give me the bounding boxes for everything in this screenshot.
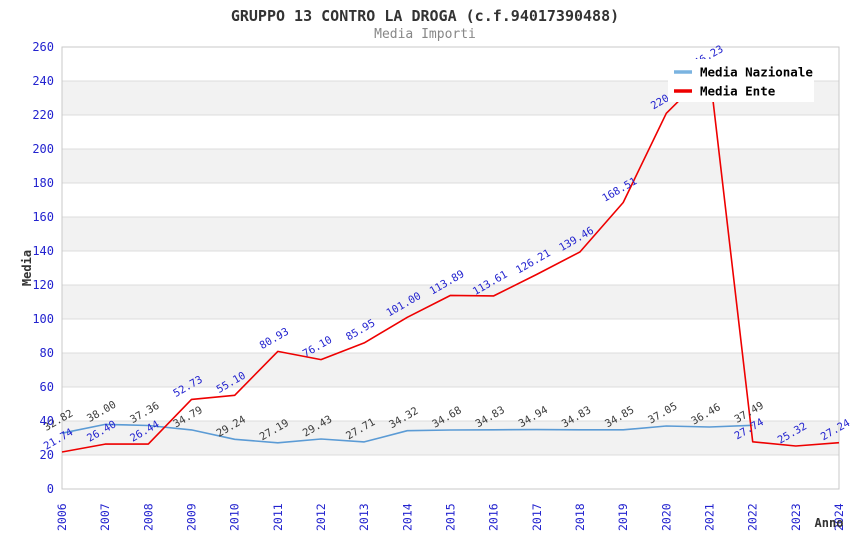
plot-band xyxy=(62,115,839,149)
chart-title: GRUPPO 13 CONTRO LA DROGA (c.f.940173904… xyxy=(230,7,620,25)
x-tick-label: 2017 xyxy=(530,503,544,531)
x-tick-label: 2006 xyxy=(55,503,69,531)
y-tick-label: 40 xyxy=(40,414,54,428)
y-tick-label: 60 xyxy=(40,380,54,394)
plot-band xyxy=(62,387,839,421)
legend-label-media-ente: Media Ente xyxy=(700,84,776,99)
y-tick-label: 20 xyxy=(40,448,54,462)
y-tick-label: 80 xyxy=(40,346,54,360)
plot-band xyxy=(62,285,839,319)
y-tick-label: 200 xyxy=(32,142,54,156)
x-tick-label: 2011 xyxy=(271,503,285,531)
x-tick-label: 2010 xyxy=(228,503,242,531)
media-nazionale-line xyxy=(61,423,753,444)
x-tick-label: 2020 xyxy=(659,503,673,531)
chart-subtitle: Media Importi xyxy=(374,27,476,42)
x-tick-label: 2019 xyxy=(616,503,630,531)
x-tick-label: 2024 xyxy=(832,503,846,531)
x-tick-label: 2015 xyxy=(444,503,458,531)
x-axis-labels: 2006 2007 2008 2009 2010 2011 2012 2013 2014 2015… xyxy=(55,503,846,531)
y-axis-labels: 0 20 40 60 80 100 120 140 160 180 200 220 240 260 xyxy=(32,40,54,496)
legend: Media Nazionale Media Ente xyxy=(668,59,814,102)
legend-box xyxy=(668,59,814,102)
y-tick-label: 160 xyxy=(32,210,54,224)
legend-label-media-nazionale: Media Nazionale xyxy=(700,65,813,80)
y-tick-label: 220 xyxy=(32,108,54,122)
x-axis-title: Anno xyxy=(815,516,844,530)
x-tick-label: 2012 xyxy=(314,503,328,531)
y-tick-label: 260 xyxy=(32,40,54,54)
gridlines xyxy=(61,46,840,490)
plot-band xyxy=(62,455,839,489)
y-tick-label: 100 xyxy=(32,312,54,326)
x-tick-label: 2008 xyxy=(141,503,155,531)
x-tick-label: 2007 xyxy=(98,503,112,531)
plot-band xyxy=(62,353,839,387)
x-tick-label: 2014 xyxy=(400,503,414,531)
y-axis-title: Media xyxy=(20,250,34,286)
x-tick-label: 2022 xyxy=(746,503,760,531)
plot-band xyxy=(62,319,839,353)
plot-border xyxy=(61,46,840,490)
y-tick-label: 180 xyxy=(32,176,54,190)
plot-bands xyxy=(62,47,839,489)
y-tick-label: 240 xyxy=(32,74,54,88)
plot-band xyxy=(62,251,839,285)
x-tick-label: 2016 xyxy=(487,503,501,531)
x-tick-label: 2023 xyxy=(789,503,803,531)
x-tick-label: 2021 xyxy=(703,503,717,531)
y-tick-label: 120 xyxy=(32,278,54,292)
y-tick-label: 0 xyxy=(47,482,54,496)
plot-band xyxy=(62,149,839,183)
plot-band xyxy=(62,183,839,217)
plot-band xyxy=(62,217,839,251)
x-tick-label: 2013 xyxy=(357,503,371,531)
x-tick-label: 2018 xyxy=(573,503,587,531)
x-tick-label: 2009 xyxy=(185,503,199,531)
y-tick-label: 140 xyxy=(32,244,54,258)
